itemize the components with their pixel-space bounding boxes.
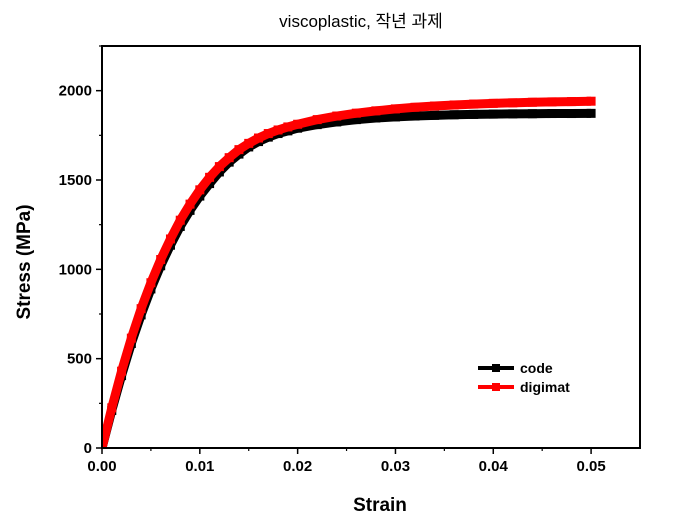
data-point-digimat [244, 138, 254, 148]
data-point-digimat [527, 97, 537, 107]
data-point-digimat [102, 443, 107, 448]
y-tick-label: 500 [67, 351, 92, 368]
x-axis: 0.00 0.01 0.02 0.03 0.04 0.05 [87, 448, 606, 475]
y-tick-label: 1000 [59, 261, 92, 278]
x-tick-label: 0.00 [87, 458, 116, 475]
legend-label-code: code [520, 360, 553, 376]
data-point-digimat [351, 108, 361, 118]
data-point-code [567, 109, 577, 119]
series-group [102, 96, 596, 448]
data-point-digimat [488, 98, 498, 108]
data-point-code [332, 117, 342, 127]
x-tick-label: 0.04 [479, 458, 509, 475]
y-tick-label: 1500 [59, 172, 92, 189]
data-point-digimat [371, 106, 381, 116]
legend-marker-digimat [492, 383, 500, 391]
data-point-code [449, 110, 459, 120]
data-point-code [527, 109, 537, 119]
data-point-code [547, 109, 557, 119]
data-point-digimat [283, 122, 293, 132]
data-point-digimat [126, 333, 136, 343]
data-point-code [430, 110, 440, 120]
data-point-code [488, 109, 498, 119]
y-axis-label: Stress (MPa) [14, 204, 35, 319]
data-point-digimat [547, 97, 557, 107]
data-point-digimat [332, 111, 342, 121]
x-axis-label: Strain [353, 495, 407, 516]
series-line-code [102, 108, 592, 448]
data-point-digimat [312, 115, 322, 125]
x-tick-label: 0.05 [576, 458, 605, 475]
data-point-digimat [205, 172, 215, 182]
data-point-digimat [430, 101, 440, 111]
data-point-digimat [165, 234, 175, 244]
data-point-digimat [567, 97, 577, 107]
x-tick-label: 0.02 [283, 458, 312, 475]
data-point-digimat [136, 304, 146, 314]
data-point-code [390, 112, 400, 122]
data-point-digimat [185, 199, 195, 209]
data-point-digimat [234, 145, 244, 155]
data-point-code [508, 109, 518, 119]
data-point-digimat [293, 119, 303, 129]
data-point-digimat [117, 366, 127, 376]
data-point-digimat [175, 215, 185, 225]
data-point-digimat [263, 129, 273, 139]
data-point-digimat [254, 133, 264, 143]
data-point-code [410, 111, 420, 121]
data-point-digimat [224, 153, 234, 163]
x-tick-label: 0.01 [185, 458, 214, 475]
data-point-digimat [273, 125, 283, 135]
data-point-code [469, 109, 479, 119]
data-point-digimat [410, 102, 420, 112]
series-line-digimat [102, 96, 592, 448]
data-point-digimat [586, 96, 596, 106]
data-point-code [312, 120, 322, 130]
data-point-digimat [390, 104, 400, 114]
x-tick-label: 0.03 [381, 458, 410, 475]
legend-marker-code [492, 364, 500, 372]
data-point-digimat [195, 185, 205, 195]
chart-title: viscoplastic, 작년 과제 [279, 12, 443, 31]
data-point-digimat [156, 255, 166, 265]
legend-label-digimat: digimat [520, 379, 570, 395]
plot-frame [101, 45, 641, 449]
data-point-code [351, 115, 361, 125]
data-point-digimat [469, 99, 479, 109]
y-tick-label: 2000 [59, 83, 92, 100]
legend: code digimat [478, 360, 570, 395]
y-axis: 0 500 1000 1500 2000 [59, 45, 102, 457]
data-point-code [586, 108, 596, 118]
y-tick-label: 0 [84, 440, 92, 457]
data-point-code [371, 113, 381, 123]
data-point-digimat [214, 162, 224, 172]
data-point-digimat [107, 403, 117, 413]
data-point-digimat [449, 100, 459, 110]
data-point-digimat [508, 98, 518, 108]
data-point-digimat [146, 278, 156, 288]
